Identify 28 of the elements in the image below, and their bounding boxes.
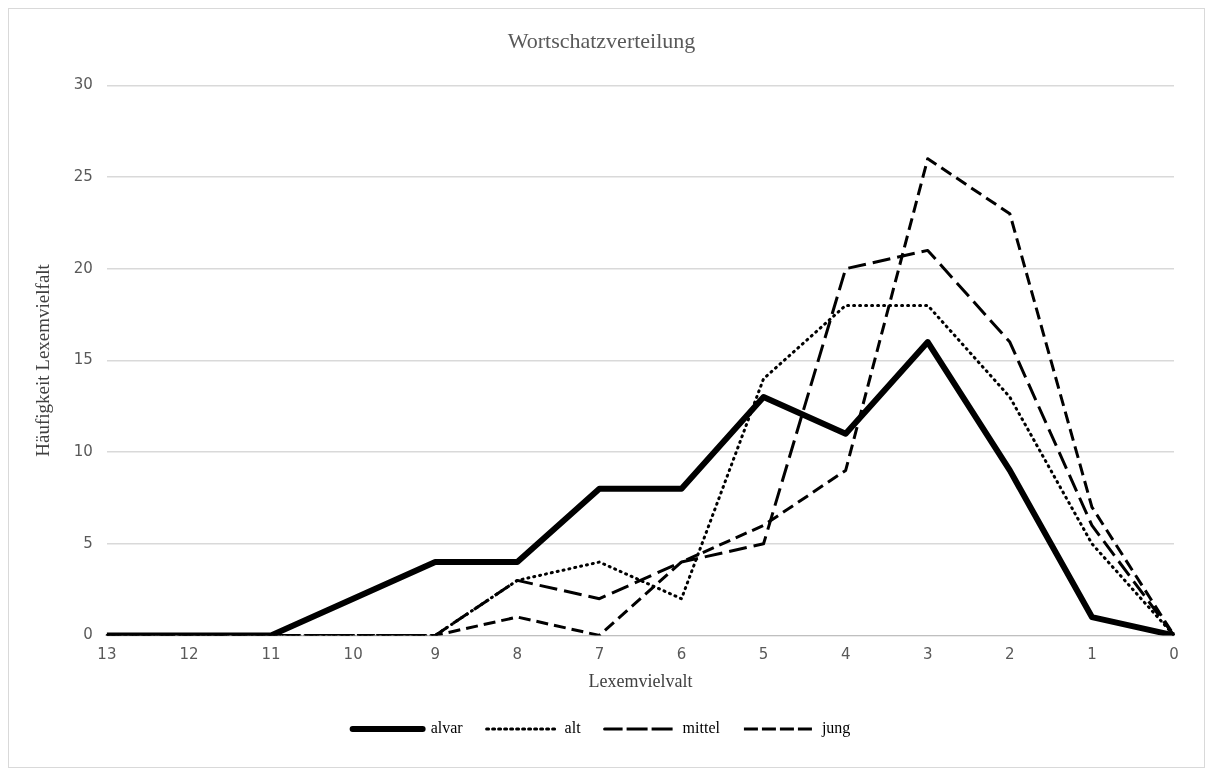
y-axis-title: Häufigkeit Lexemvielfalt	[32, 263, 54, 457]
y-tick-label: 10	[73, 441, 93, 460]
legend-label: alvar	[430, 719, 464, 737]
x-tick-label: 0	[1169, 645, 1179, 664]
x-tick-label: 11	[261, 645, 281, 664]
x-tick-label: 10	[343, 645, 363, 664]
x-tick-label: 9	[430, 645, 440, 664]
x-tick-label: 8	[512, 645, 523, 664]
x-axis-title: Lexemvielvalt	[588, 670, 693, 691]
y-tick-label: 0	[83, 625, 93, 644]
x-tick-label: 2	[1005, 645, 1015, 664]
x-tick-label: 13	[97, 645, 117, 664]
x-tick-label: 7	[594, 645, 605, 664]
x-tick-label: 5	[758, 645, 769, 664]
x-tick-label: 3	[922, 645, 933, 664]
x-tick-label: 1	[1087, 645, 1097, 664]
y-tick-label: 25	[73, 166, 93, 185]
y-tick-label: 5	[83, 533, 93, 552]
legend-label: mittel	[682, 719, 721, 737]
chart-title: Wortschatzverteilung	[507, 27, 696, 53]
x-tick-label: 6	[676, 645, 687, 664]
y-tick-label: 20	[73, 258, 93, 277]
x-tick-label: 4	[840, 645, 851, 664]
legend-label: jung	[820, 719, 851, 738]
legend-label: alt	[564, 719, 582, 737]
x-tick-label: 12	[179, 645, 199, 664]
y-tick-label: 15	[73, 350, 93, 369]
y-tick-label: 30	[73, 75, 93, 94]
